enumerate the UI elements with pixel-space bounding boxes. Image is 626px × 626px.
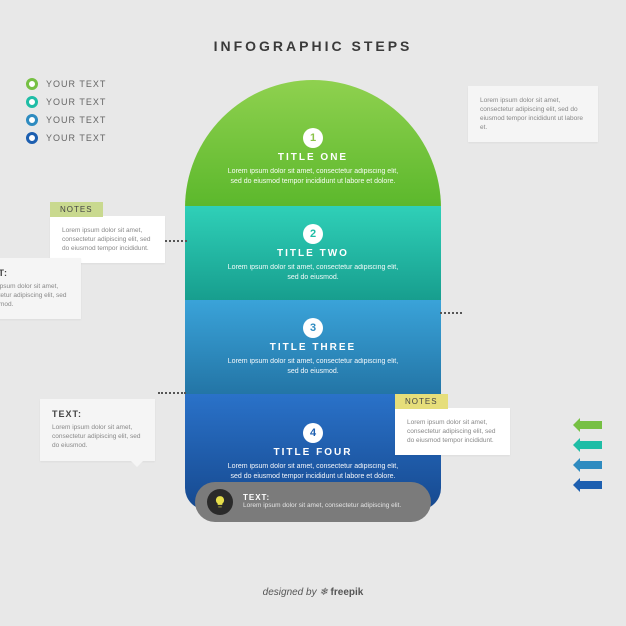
page-title: INFOGRAPHIC STEPS <box>0 38 626 54</box>
note-body: Lorem ipsum dolor sit amet, consectetur … <box>62 226 153 253</box>
arrow-left-icon <box>570 478 602 492</box>
step: 3 TITLE THREE Lorem ipsum dolor sit amet, … <box>185 300 441 394</box>
pill-body: Lorem ipsum dolor sit amet, consectetur … <box>243 502 401 510</box>
step-body: Lorem ipsum dolor sit amet, consectetur … <box>223 263 403 283</box>
legend-dot <box>26 96 38 108</box>
step-title: TITLE FOUR <box>274 447 353 458</box>
step-number: 4 <box>303 423 323 443</box>
step-title: TITLE ONE <box>278 152 348 163</box>
snowflake-icon: ❄ <box>319 587 327 598</box>
step-title: TITLE TWO <box>277 248 349 259</box>
text-right: TEXT: Lorem ipsum dolor sit amet, consec… <box>0 258 81 319</box>
bottom-pill: TEXT: Lorem ipsum dolor sit amet, consec… <box>195 482 431 522</box>
box-title: TEXT: <box>0 268 69 278</box>
note-tab: NOTES <box>395 394 448 409</box>
legend-item: YOUR TEXT <box>26 132 106 144</box>
legend-item: YOUR TEXT <box>26 78 106 90</box>
legend-label: YOUR TEXT <box>46 133 106 143</box>
box-body: Lorem ipsum dolor sit amet, consectetur … <box>52 423 143 450</box>
arrow-left-icon <box>570 438 602 452</box>
credit-prefix: designed by <box>263 587 320 598</box>
credit-brand: freepik <box>331 587 364 598</box>
arrow-left-icon <box>570 458 602 472</box>
legend-dot <box>26 78 38 90</box>
box-body: Lorem ipsum dolor sit amet, consectetur … <box>480 96 586 132</box>
step-title: TITLE THREE <box>270 342 356 353</box>
arrow-stack <box>570 418 602 492</box>
connector-dots <box>158 392 186 394</box>
step-body: Lorem ipsum dolor sit amet, consectetur … <box>223 462 403 482</box>
legend-label: YOUR TEXT <box>46 97 106 107</box>
step-number: 1 <box>303 128 323 148</box>
connector-dots <box>165 240 187 242</box>
legend: YOUR TEXT YOUR TEXT YOUR TEXT YOUR TEXT <box>26 78 106 150</box>
step: 2 TITLE TWO Lorem ipsum dolor sit amet, co… <box>185 206 441 300</box>
credit-line: designed by ❄ freepik <box>0 587 626 598</box>
note-body: Lorem ipsum dolor sit amet, consectetur … <box>407 418 498 445</box>
legend-item: YOUR TEXT <box>26 114 106 126</box>
box-body: Lorem ipsum dolor sit amet, consectetur … <box>0 282 69 309</box>
step-number: 2 <box>303 224 323 244</box>
note-tab: NOTES <box>50 202 103 217</box>
arrow-left-icon <box>570 418 602 432</box>
step: 1 TITLE ONE Lorem ipsum dolor sit amet, co… <box>185 80 441 206</box>
pill-label: TEXT: <box>243 493 401 502</box>
box-top-right: Lorem ipsum dolor sit amet, consectetur … <box>468 86 598 142</box>
note-left: NOTES Lorem ipsum dolor sit amet, consec… <box>50 216 165 263</box>
step-number: 3 <box>303 318 323 338</box>
box-title: TEXT: <box>52 409 143 419</box>
lightbulb-icon <box>207 489 233 515</box>
step-body: Lorem ipsum dolor sit amet, consectetur … <box>223 167 403 187</box>
connector-dots <box>440 312 462 314</box>
legend-label: YOUR TEXT <box>46 79 106 89</box>
note-right: NOTES Lorem ipsum dolor sit amet, consec… <box>395 408 510 455</box>
legend-label: YOUR TEXT <box>46 115 106 125</box>
legend-item: YOUR TEXT <box>26 96 106 108</box>
text-left: TEXT: Lorem ipsum dolor sit amet, consec… <box>40 399 155 460</box>
legend-dot <box>26 132 38 144</box>
step-body: Lorem ipsum dolor sit amet, consectetur … <box>223 357 403 377</box>
legend-dot <box>26 114 38 126</box>
